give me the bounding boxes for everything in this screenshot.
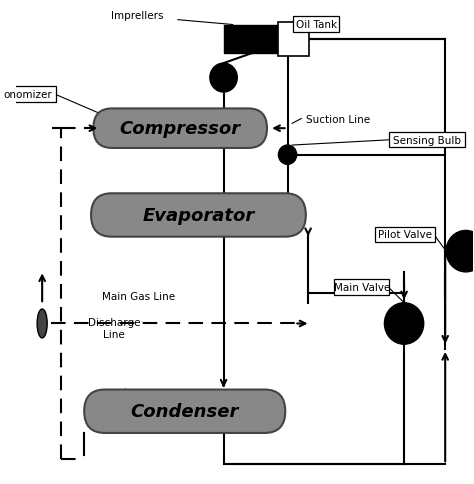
Circle shape	[446, 231, 474, 272]
Circle shape	[278, 146, 297, 165]
Text: onomizer: onomizer	[4, 90, 53, 100]
Text: Pilot Valve: Pilot Valve	[378, 230, 432, 240]
FancyBboxPatch shape	[375, 227, 435, 242]
Circle shape	[210, 64, 237, 93]
FancyBboxPatch shape	[91, 194, 306, 237]
Text: Compressor: Compressor	[119, 120, 241, 138]
Text: Main Valve: Main Valve	[334, 282, 390, 292]
FancyBboxPatch shape	[334, 280, 390, 295]
FancyBboxPatch shape	[293, 17, 339, 33]
Text: Suction Line: Suction Line	[306, 114, 370, 124]
Circle shape	[384, 303, 424, 345]
Text: Imprellers: Imprellers	[110, 11, 163, 21]
FancyBboxPatch shape	[0, 87, 56, 103]
Ellipse shape	[37, 309, 47, 338]
FancyBboxPatch shape	[389, 133, 465, 148]
Bar	[224, 26, 278, 54]
Text: Main Gas Line: Main Gas Line	[102, 291, 175, 301]
Text: Oil Tank: Oil Tank	[296, 20, 337, 30]
FancyBboxPatch shape	[84, 390, 285, 433]
Text: Sensing Bulb: Sensing Bulb	[393, 136, 461, 146]
Bar	[278, 23, 310, 57]
Text: Discharge
Line: Discharge Line	[88, 318, 140, 339]
Text: Condenser: Condenser	[130, 402, 239, 421]
FancyBboxPatch shape	[93, 109, 267, 149]
Text: Evaporator: Evaporator	[142, 207, 255, 225]
